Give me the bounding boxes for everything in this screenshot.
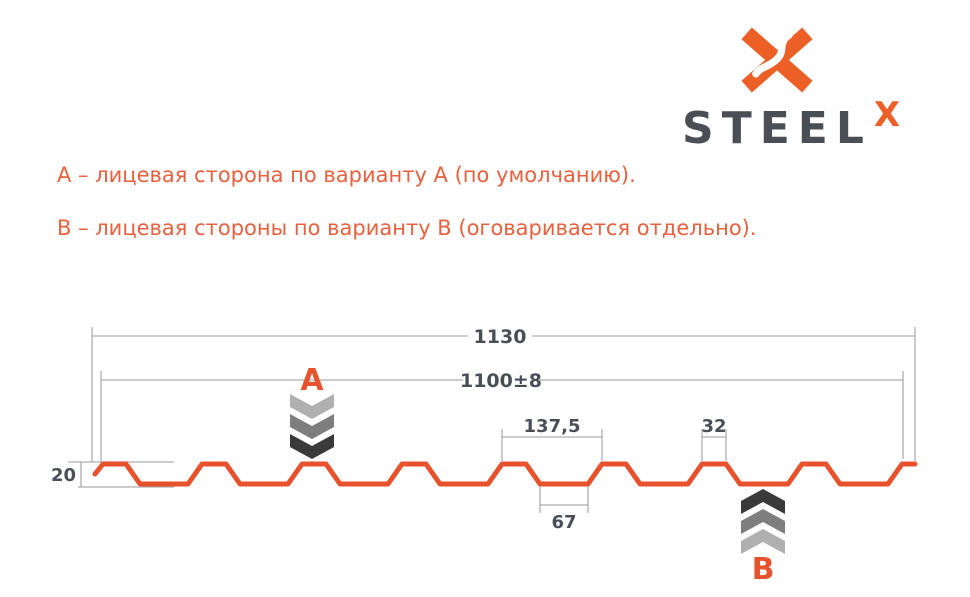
dim-rib-bottom-width: 67 — [551, 512, 576, 533]
dimension-labels: 1130 1100±8 20 137,5 32 67 — [51, 326, 727, 533]
brand-name: STEEL — [682, 103, 872, 154]
side-a-marker: A — [290, 363, 334, 459]
steelx-x-mark-icon — [741, 27, 813, 93]
note-variant-a: А – лицевая сторона по варианту А (по ум… — [57, 163, 636, 187]
side-b-marker: B — [741, 489, 785, 587]
x-mark-strokes — [741, 27, 813, 93]
chevrons-up-icon — [741, 489, 785, 554]
brand-wordmark: STEEL X — [682, 98, 900, 154]
dim-useful-width: 1100±8 — [460, 370, 542, 392]
note-variant-b: В – лицевая стороны по варианту В (огова… — [57, 216, 757, 240]
dimension-lines — [68, 327, 916, 513]
chevrons-down-icon — [290, 394, 334, 459]
sheet-profile-outline — [92, 461, 918, 487]
dim-profile-height: 20 — [51, 465, 76, 486]
dim-rib-pitch: 137,5 — [524, 416, 581, 437]
brand-sup-x: X — [873, 95, 901, 135]
dim-rib-top-width: 32 — [701, 416, 726, 437]
dim-total-width: 1130 — [474, 326, 527, 348]
side-b-label: B — [752, 552, 775, 587]
side-a-label: A — [300, 363, 324, 398]
